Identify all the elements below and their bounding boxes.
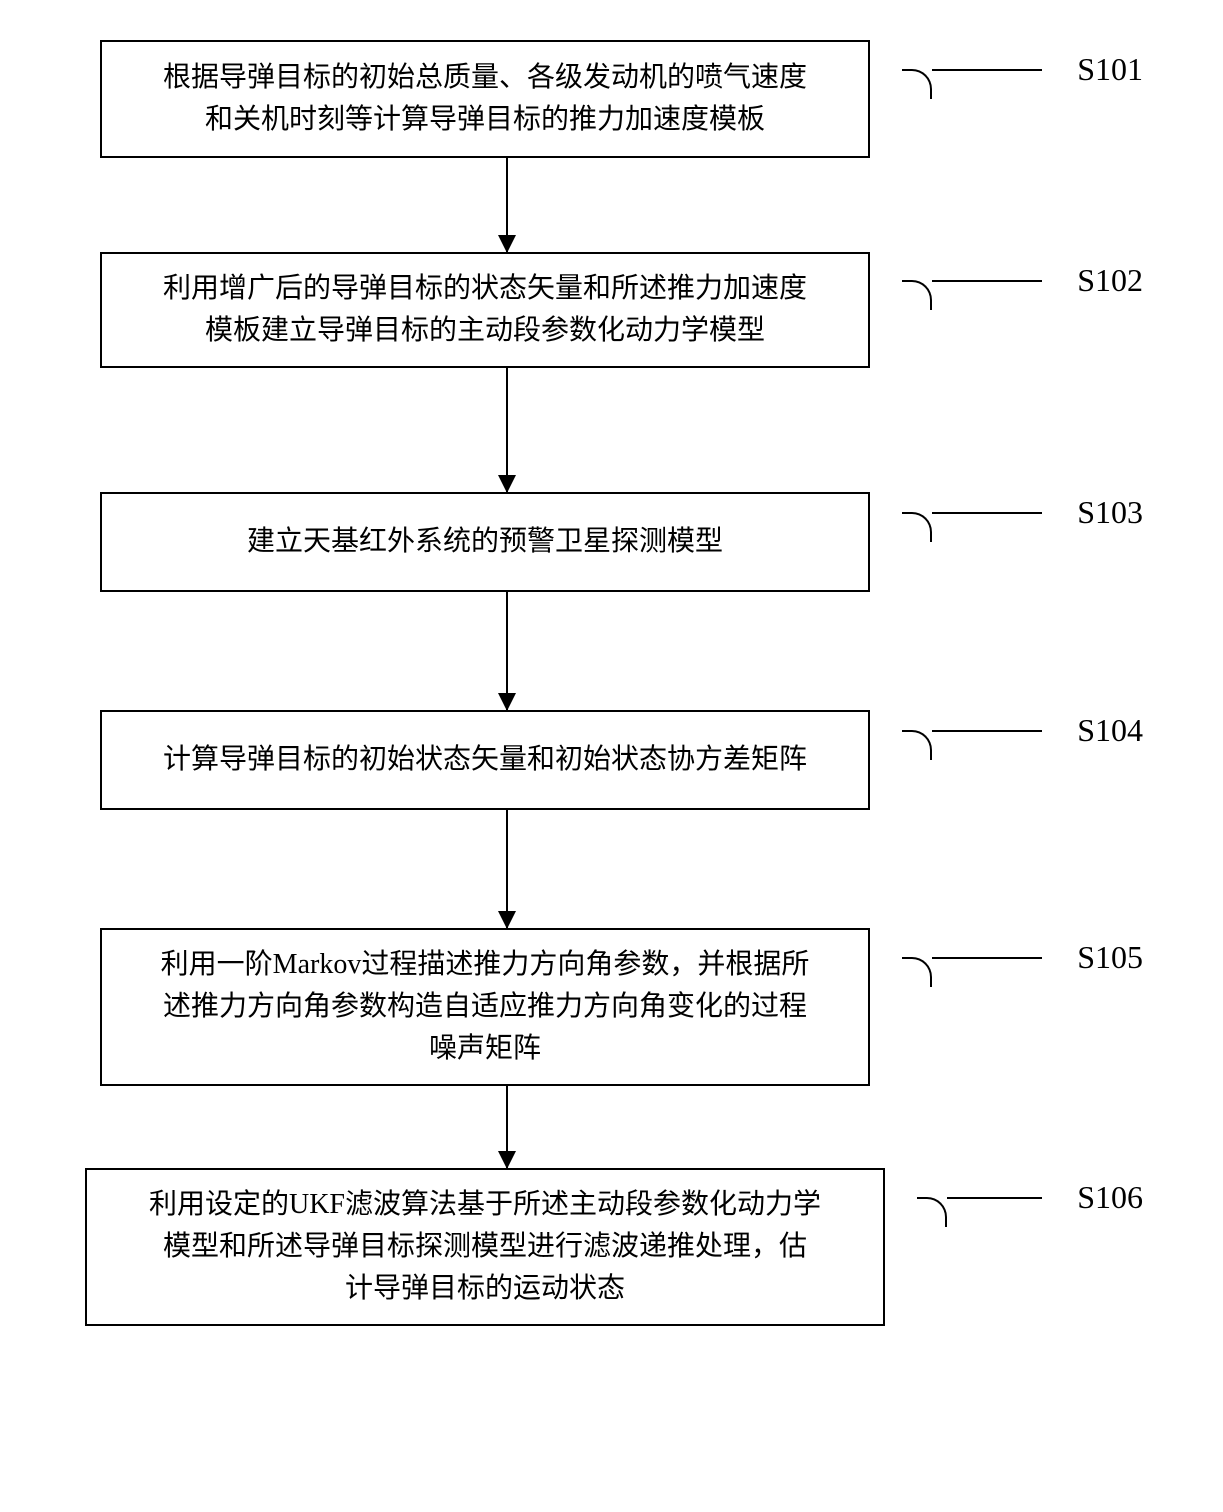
connector-2 <box>80 368 1163 492</box>
arrow-icon <box>498 911 516 929</box>
step-label-6: S106 <box>1057 1179 1163 1216</box>
step-id: S103 <box>1077 494 1143 530</box>
step-text: 模型和所述导弹目标探测模型进行滤波递推处理，估 <box>163 1231 807 1262</box>
step-box-4: 计算导弹目标的初始状态矢量和初始状态协方差矩阵 <box>100 710 870 810</box>
step-text: 利用一阶Markov过程描述推力方向角参数，并根据所 <box>161 949 810 980</box>
step-row-3: 建立天基红外系统的预警卫星探测模型 S103 <box>80 492 1163 592</box>
step-box-2: 利用增广后的导弹目标的状态矢量和所述推力加速度 模板建立导弹目标的主动段参数化动… <box>100 252 870 368</box>
step-row-1: 根据导弹目标的初始总质量、各级发动机的喷气速度 和关机时刻等计算导弹目标的推力加… <box>80 40 1163 158</box>
step-id: S101 <box>1077 51 1143 87</box>
arrow-icon <box>498 475 516 493</box>
step-row-2: 利用增广后的导弹目标的状态矢量和所述推力加速度 模板建立导弹目标的主动段参数化动… <box>80 252 1163 368</box>
step-label-4: S104 <box>1057 712 1163 749</box>
flowchart-container: 根据导弹目标的初始总质量、各级发动机的喷气速度 和关机时刻等计算导弹目标的推力加… <box>80 40 1163 1326</box>
arrow-icon <box>498 693 516 711</box>
step-text: 和关机时刻等计算导弹目标的推力加速度模板 <box>205 104 765 135</box>
step-row-5: 利用一阶Markov过程描述推力方向角参数，并根据所 述推力方向角参数构造自适应… <box>80 928 1163 1086</box>
step-box-3: 建立天基红外系统的预警卫星探测模型 <box>100 492 870 592</box>
step-text: 建立天基红外系统的预警卫星探测模型 <box>247 526 723 557</box>
step-text: 计导弹目标的运动状态 <box>345 1273 625 1304</box>
step-id: S104 <box>1077 712 1143 748</box>
step-text: 计算导弹目标的初始状态矢量和初始状态协方差矩阵 <box>163 744 807 775</box>
step-label-3: S103 <box>1057 494 1163 531</box>
step-text: 述推力方向角参数构造自适应推力方向角变化的过程 <box>163 991 807 1022</box>
step-label-5: S105 <box>1057 939 1163 976</box>
step-text: 噪声矩阵 <box>429 1033 541 1064</box>
step-row-6: 利用设定的UKF滤波算法基于所述主动段参数化动力学 模型和所述导弹目标探测模型进… <box>80 1168 1163 1326</box>
arrow-icon <box>498 1151 516 1169</box>
step-row-4: 计算导弹目标的初始状态矢量和初始状态协方差矩阵 S104 <box>80 710 1163 810</box>
arrow-icon <box>498 235 516 253</box>
step-box-5: 利用一阶Markov过程描述推力方向角参数，并根据所 述推力方向角参数构造自适应… <box>100 928 870 1086</box>
connector-5 <box>80 1086 1163 1168</box>
step-label-2: S102 <box>1057 262 1163 299</box>
step-text: 利用增广后的导弹目标的状态矢量和所述推力加速度 <box>163 273 807 304</box>
connector-1 <box>80 158 1163 252</box>
step-text: 利用设定的UKF滤波算法基于所述主动段参数化动力学 <box>149 1189 821 1220</box>
step-id: S106 <box>1077 1179 1143 1215</box>
step-label-1: S101 <box>1057 51 1163 88</box>
connector-3 <box>80 592 1163 710</box>
step-text: 模板建立导弹目标的主动段参数化动力学模型 <box>205 315 765 346</box>
step-box-1: 根据导弹目标的初始总质量、各级发动机的喷气速度 和关机时刻等计算导弹目标的推力加… <box>100 40 870 158</box>
step-box-6: 利用设定的UKF滤波算法基于所述主动段参数化动力学 模型和所述导弹目标探测模型进… <box>85 1168 885 1326</box>
step-text: 根据导弹目标的初始总质量、各级发动机的喷气速度 <box>163 62 807 93</box>
connector-4 <box>80 810 1163 928</box>
step-id: S102 <box>1077 262 1143 298</box>
step-id: S105 <box>1077 939 1143 975</box>
